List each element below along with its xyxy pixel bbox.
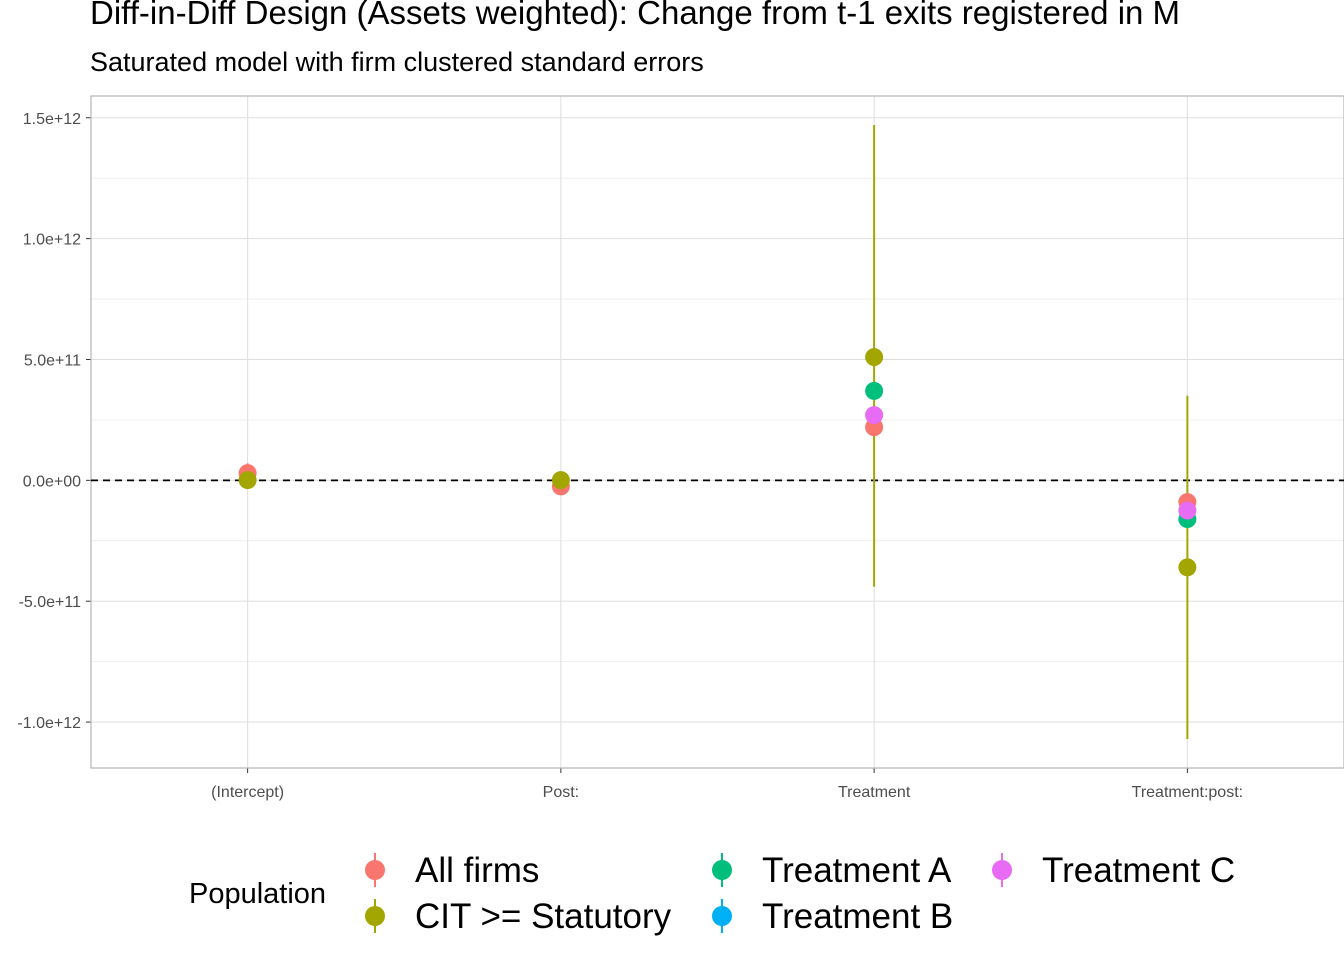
legend-key [365, 860, 385, 880]
y-tick-label: 1.0e+12 [23, 232, 81, 249]
legend-label: Treatment C [1042, 851, 1235, 890]
legend-key [712, 860, 732, 880]
data-point [551, 471, 570, 490]
legend-key [365, 906, 385, 926]
data-point [865, 381, 884, 400]
y-tick-label: 0.0e+00 [23, 473, 81, 490]
y-tick-label: -1.0e+12 [17, 715, 81, 732]
x-tick-label: Treatment [838, 784, 911, 801]
legend-key [712, 906, 732, 926]
y-tick-label: -5.0e+11 [19, 594, 82, 611]
y-tick-label: 5.0e+11 [24, 352, 81, 369]
x-tick-label: Post: [543, 784, 579, 801]
legend-label: All firms [415, 851, 539, 890]
data-point [1178, 501, 1197, 520]
legend-key [992, 860, 1012, 880]
x-tick-label: Treatment:post: [1132, 784, 1243, 801]
data-point [1178, 558, 1197, 577]
chart-title: Diff-in-Diff Design (Assets weighted): C… [90, 0, 1181, 31]
legend-label: Treatment A [762, 851, 952, 890]
chart-subtitle: Saturated model with firm clustered stan… [90, 47, 704, 77]
legend-title: Population [189, 878, 326, 910]
data-point [865, 348, 884, 367]
legend-label: CIT >= Statutory [415, 897, 672, 936]
legend-label: Treatment B [762, 897, 953, 936]
data-point [865, 406, 884, 425]
x-tick-label: (Intercept) [211, 784, 284, 801]
data-point [238, 471, 257, 490]
panel-border [90, 95, 1344, 769]
y-tick-label: 1.5e+12 [23, 111, 81, 128]
